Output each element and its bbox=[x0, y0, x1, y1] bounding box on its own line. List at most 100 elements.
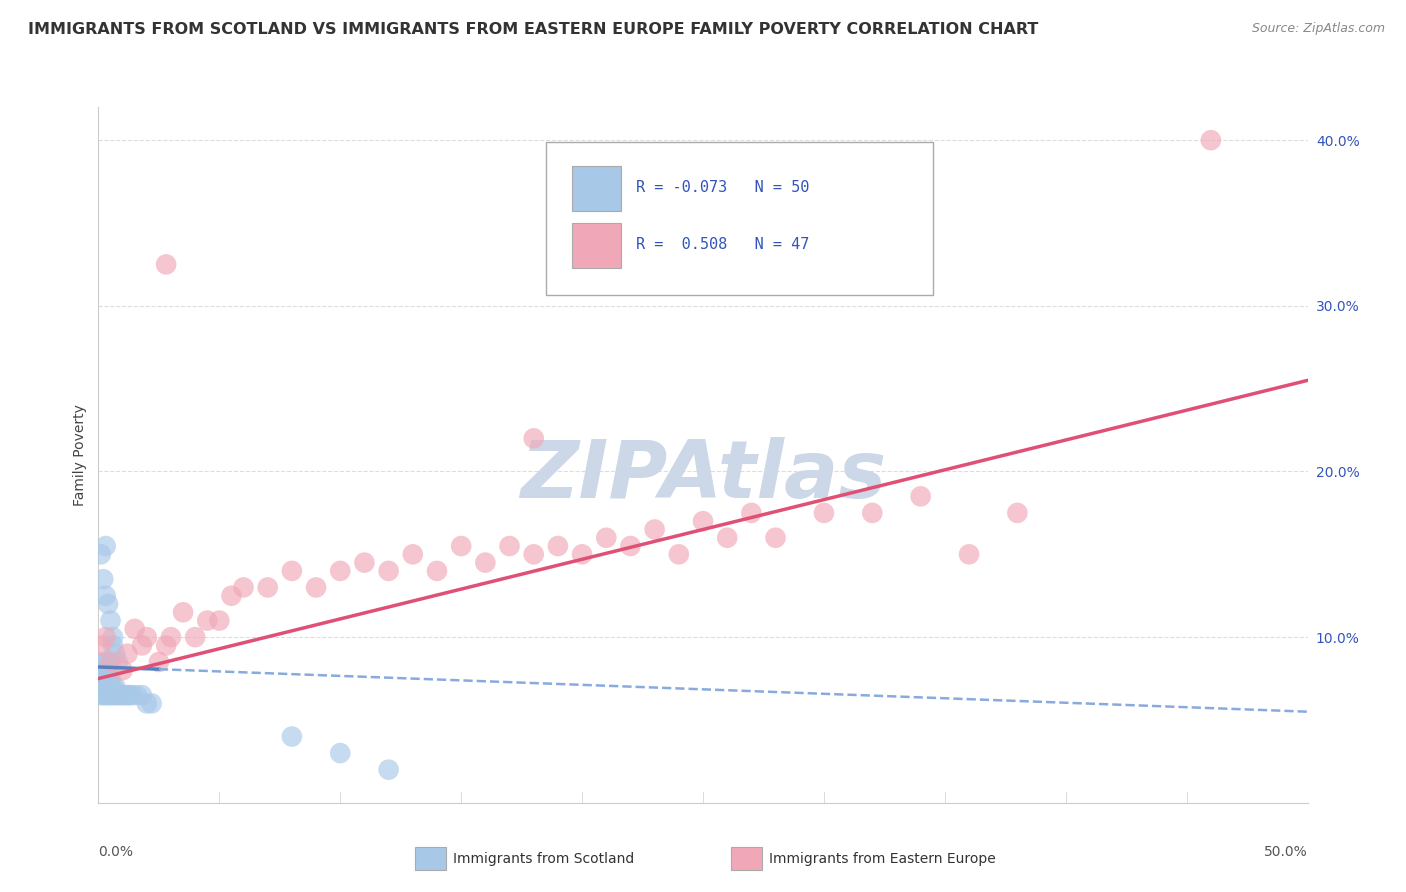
Text: Immigrants from Scotland: Immigrants from Scotland bbox=[453, 852, 634, 866]
Point bbox=[108, 688, 131, 702]
Point bbox=[104, 688, 127, 702]
Point bbox=[91, 572, 114, 586]
Text: R = -0.073   N = 50: R = -0.073 N = 50 bbox=[637, 179, 810, 194]
Y-axis label: Family Poverty: Family Poverty bbox=[73, 404, 87, 506]
Point bbox=[131, 688, 153, 702]
Point bbox=[353, 556, 375, 570]
Point bbox=[523, 431, 546, 445]
Point bbox=[208, 614, 231, 628]
Point bbox=[155, 257, 177, 271]
Point bbox=[111, 688, 134, 702]
Point bbox=[281, 730, 304, 744]
Point bbox=[104, 680, 127, 694]
Point bbox=[221, 589, 243, 603]
Point bbox=[91, 680, 114, 694]
Point bbox=[94, 688, 117, 702]
Point bbox=[426, 564, 449, 578]
Point bbox=[377, 564, 399, 578]
Point bbox=[860, 506, 883, 520]
Point bbox=[329, 746, 352, 760]
Text: 0.0%: 0.0% bbox=[98, 845, 134, 858]
Point bbox=[571, 547, 593, 561]
Point bbox=[281, 564, 304, 578]
Point bbox=[91, 663, 114, 677]
Point bbox=[131, 639, 153, 653]
Point bbox=[377, 763, 399, 777]
Point bbox=[692, 514, 714, 528]
Point bbox=[402, 547, 425, 561]
Point bbox=[160, 630, 183, 644]
Point bbox=[100, 655, 122, 669]
Point bbox=[90, 547, 112, 561]
Point bbox=[232, 581, 254, 595]
Text: ZIPAtlas: ZIPAtlas bbox=[520, 437, 886, 515]
Point bbox=[94, 680, 117, 694]
Point bbox=[90, 655, 112, 669]
Point bbox=[100, 680, 122, 694]
Point bbox=[523, 547, 546, 561]
Point bbox=[256, 581, 278, 595]
Text: 50.0%: 50.0% bbox=[1264, 845, 1308, 858]
Point bbox=[668, 547, 690, 561]
FancyBboxPatch shape bbox=[572, 223, 621, 268]
Point bbox=[101, 688, 124, 702]
Point bbox=[101, 630, 124, 644]
Point bbox=[135, 630, 157, 644]
Point bbox=[184, 630, 207, 644]
Point bbox=[765, 531, 787, 545]
Point bbox=[716, 531, 738, 545]
Point bbox=[172, 605, 194, 619]
Point bbox=[94, 672, 117, 686]
FancyBboxPatch shape bbox=[546, 142, 932, 295]
Point bbox=[107, 688, 129, 702]
Point bbox=[910, 489, 932, 503]
Point bbox=[90, 688, 112, 702]
Point bbox=[91, 672, 114, 686]
Point bbox=[595, 531, 617, 545]
Point bbox=[124, 622, 146, 636]
Point bbox=[94, 539, 117, 553]
Point bbox=[90, 680, 112, 694]
Point bbox=[100, 614, 122, 628]
Point bbox=[117, 647, 139, 661]
Point bbox=[94, 589, 117, 603]
Point bbox=[195, 614, 218, 628]
Point bbox=[100, 688, 122, 702]
Point bbox=[450, 539, 472, 553]
Point bbox=[813, 506, 835, 520]
Point bbox=[474, 556, 496, 570]
Point bbox=[104, 647, 127, 661]
Text: IMMIGRANTS FROM SCOTLAND VS IMMIGRANTS FROM EASTERN EUROPE FAMILY POVERTY CORREL: IMMIGRANTS FROM SCOTLAND VS IMMIGRANTS F… bbox=[28, 22, 1039, 37]
Point bbox=[94, 655, 117, 669]
Point bbox=[90, 663, 112, 677]
Point bbox=[91, 688, 114, 702]
Point bbox=[90, 672, 112, 686]
Text: Source: ZipAtlas.com: Source: ZipAtlas.com bbox=[1251, 22, 1385, 36]
Point bbox=[117, 688, 139, 702]
Text: R =  0.508   N = 47: R = 0.508 N = 47 bbox=[637, 237, 810, 252]
Point bbox=[121, 688, 143, 702]
Point bbox=[644, 523, 666, 537]
Point bbox=[90, 639, 112, 653]
Point bbox=[1007, 506, 1029, 520]
Point bbox=[97, 655, 120, 669]
Point bbox=[107, 655, 129, 669]
Point bbox=[740, 506, 762, 520]
Point bbox=[329, 564, 352, 578]
Point bbox=[498, 539, 520, 553]
Point bbox=[101, 680, 124, 694]
Point bbox=[114, 688, 136, 702]
Point bbox=[127, 688, 149, 702]
Point bbox=[97, 663, 120, 677]
Point bbox=[118, 688, 141, 702]
Point bbox=[148, 655, 170, 669]
Point bbox=[305, 581, 328, 595]
Point bbox=[619, 539, 641, 553]
Point bbox=[94, 630, 117, 644]
Point bbox=[547, 539, 569, 553]
Point bbox=[97, 688, 120, 702]
Point bbox=[155, 639, 177, 653]
Point bbox=[101, 639, 124, 653]
Point bbox=[111, 663, 134, 677]
Point bbox=[957, 547, 980, 561]
